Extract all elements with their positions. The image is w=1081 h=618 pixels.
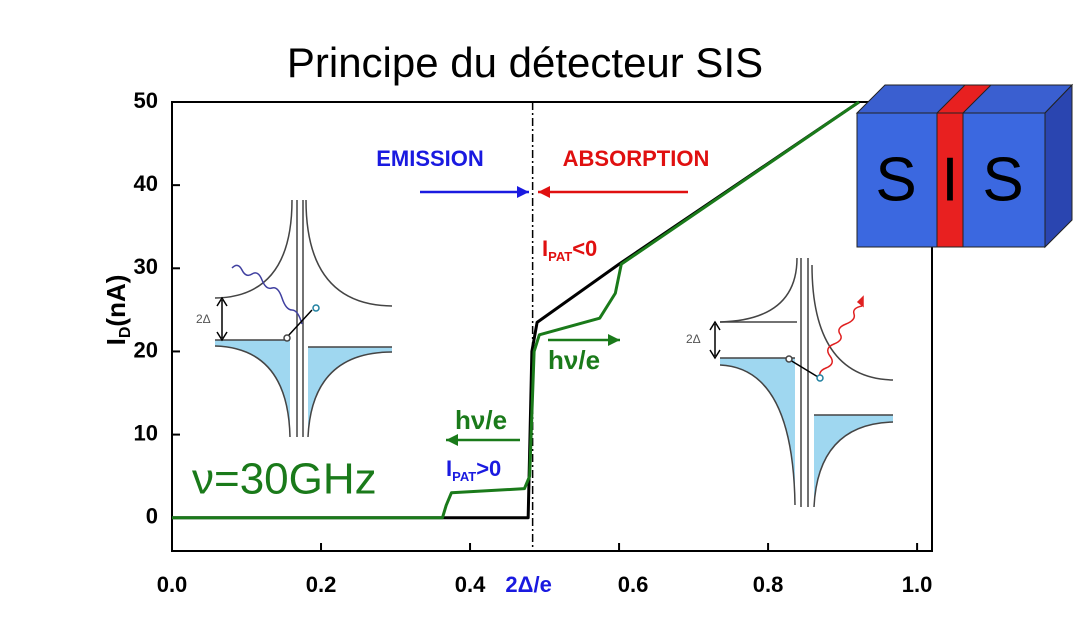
annotation-sub: PAT xyxy=(548,249,572,264)
data-line xyxy=(172,100,860,520)
annotation: EMISSION xyxy=(376,146,484,171)
x-tick-label: 0.6 xyxy=(618,572,649,597)
y-axis-label-part: I xyxy=(101,338,131,345)
y-tick-label: 0 xyxy=(146,504,158,529)
arrow-head xyxy=(446,434,458,446)
x-tick-label: 0.8 xyxy=(753,572,784,597)
junction-label: I xyxy=(941,145,958,214)
arrow-head xyxy=(538,186,550,198)
annotation: ABSORPTION xyxy=(563,146,710,171)
y-axis-label: ID(nA) xyxy=(101,275,134,346)
x-tick-label: 0.2 xyxy=(306,572,337,597)
y-tick-label: 40 xyxy=(134,171,158,196)
junction-label: S xyxy=(875,145,916,214)
annotation: IPAT>0 xyxy=(446,456,501,485)
junction-label: S xyxy=(982,145,1023,214)
annotation: ν=30GHz xyxy=(192,455,377,504)
arrow-head xyxy=(608,334,620,346)
y-tick-label: 50 xyxy=(134,88,158,113)
junction-block: S I S xyxy=(855,83,1074,249)
annotation: IPAT<0 xyxy=(542,236,597,265)
annotation: hν/e xyxy=(455,405,507,435)
y-tick-label: 10 xyxy=(134,420,158,445)
threshold-label: 2Δ/e xyxy=(505,572,551,597)
x-tick-label: 1.0 xyxy=(902,572,933,597)
chart-title: Principe du détecteur SIS xyxy=(287,39,763,86)
annotation: hν/e xyxy=(548,345,600,375)
annotation-sub: PAT xyxy=(452,469,476,484)
plot-frame xyxy=(171,101,933,552)
gap-label: 2Δ xyxy=(686,332,701,346)
annotation-part: I xyxy=(446,456,452,481)
x-tick-label: 0.0 xyxy=(157,572,188,597)
y-tick-label: 30 xyxy=(134,254,158,279)
y-axis-label-part: (nA) xyxy=(101,275,131,327)
annotation-part: >0 xyxy=(476,456,501,481)
gap-label: 2Δ xyxy=(196,312,211,326)
band-diagram-left xyxy=(214,199,393,438)
x-tick-label: 0.4 xyxy=(455,572,486,597)
annotation-part: I xyxy=(542,236,548,261)
y-tick-label: 20 xyxy=(134,337,158,362)
band-diagram-right xyxy=(709,257,894,508)
annotation-part: <0 xyxy=(572,236,597,261)
y-axis-label-sub: D xyxy=(117,327,134,339)
arrow-head xyxy=(517,186,529,198)
